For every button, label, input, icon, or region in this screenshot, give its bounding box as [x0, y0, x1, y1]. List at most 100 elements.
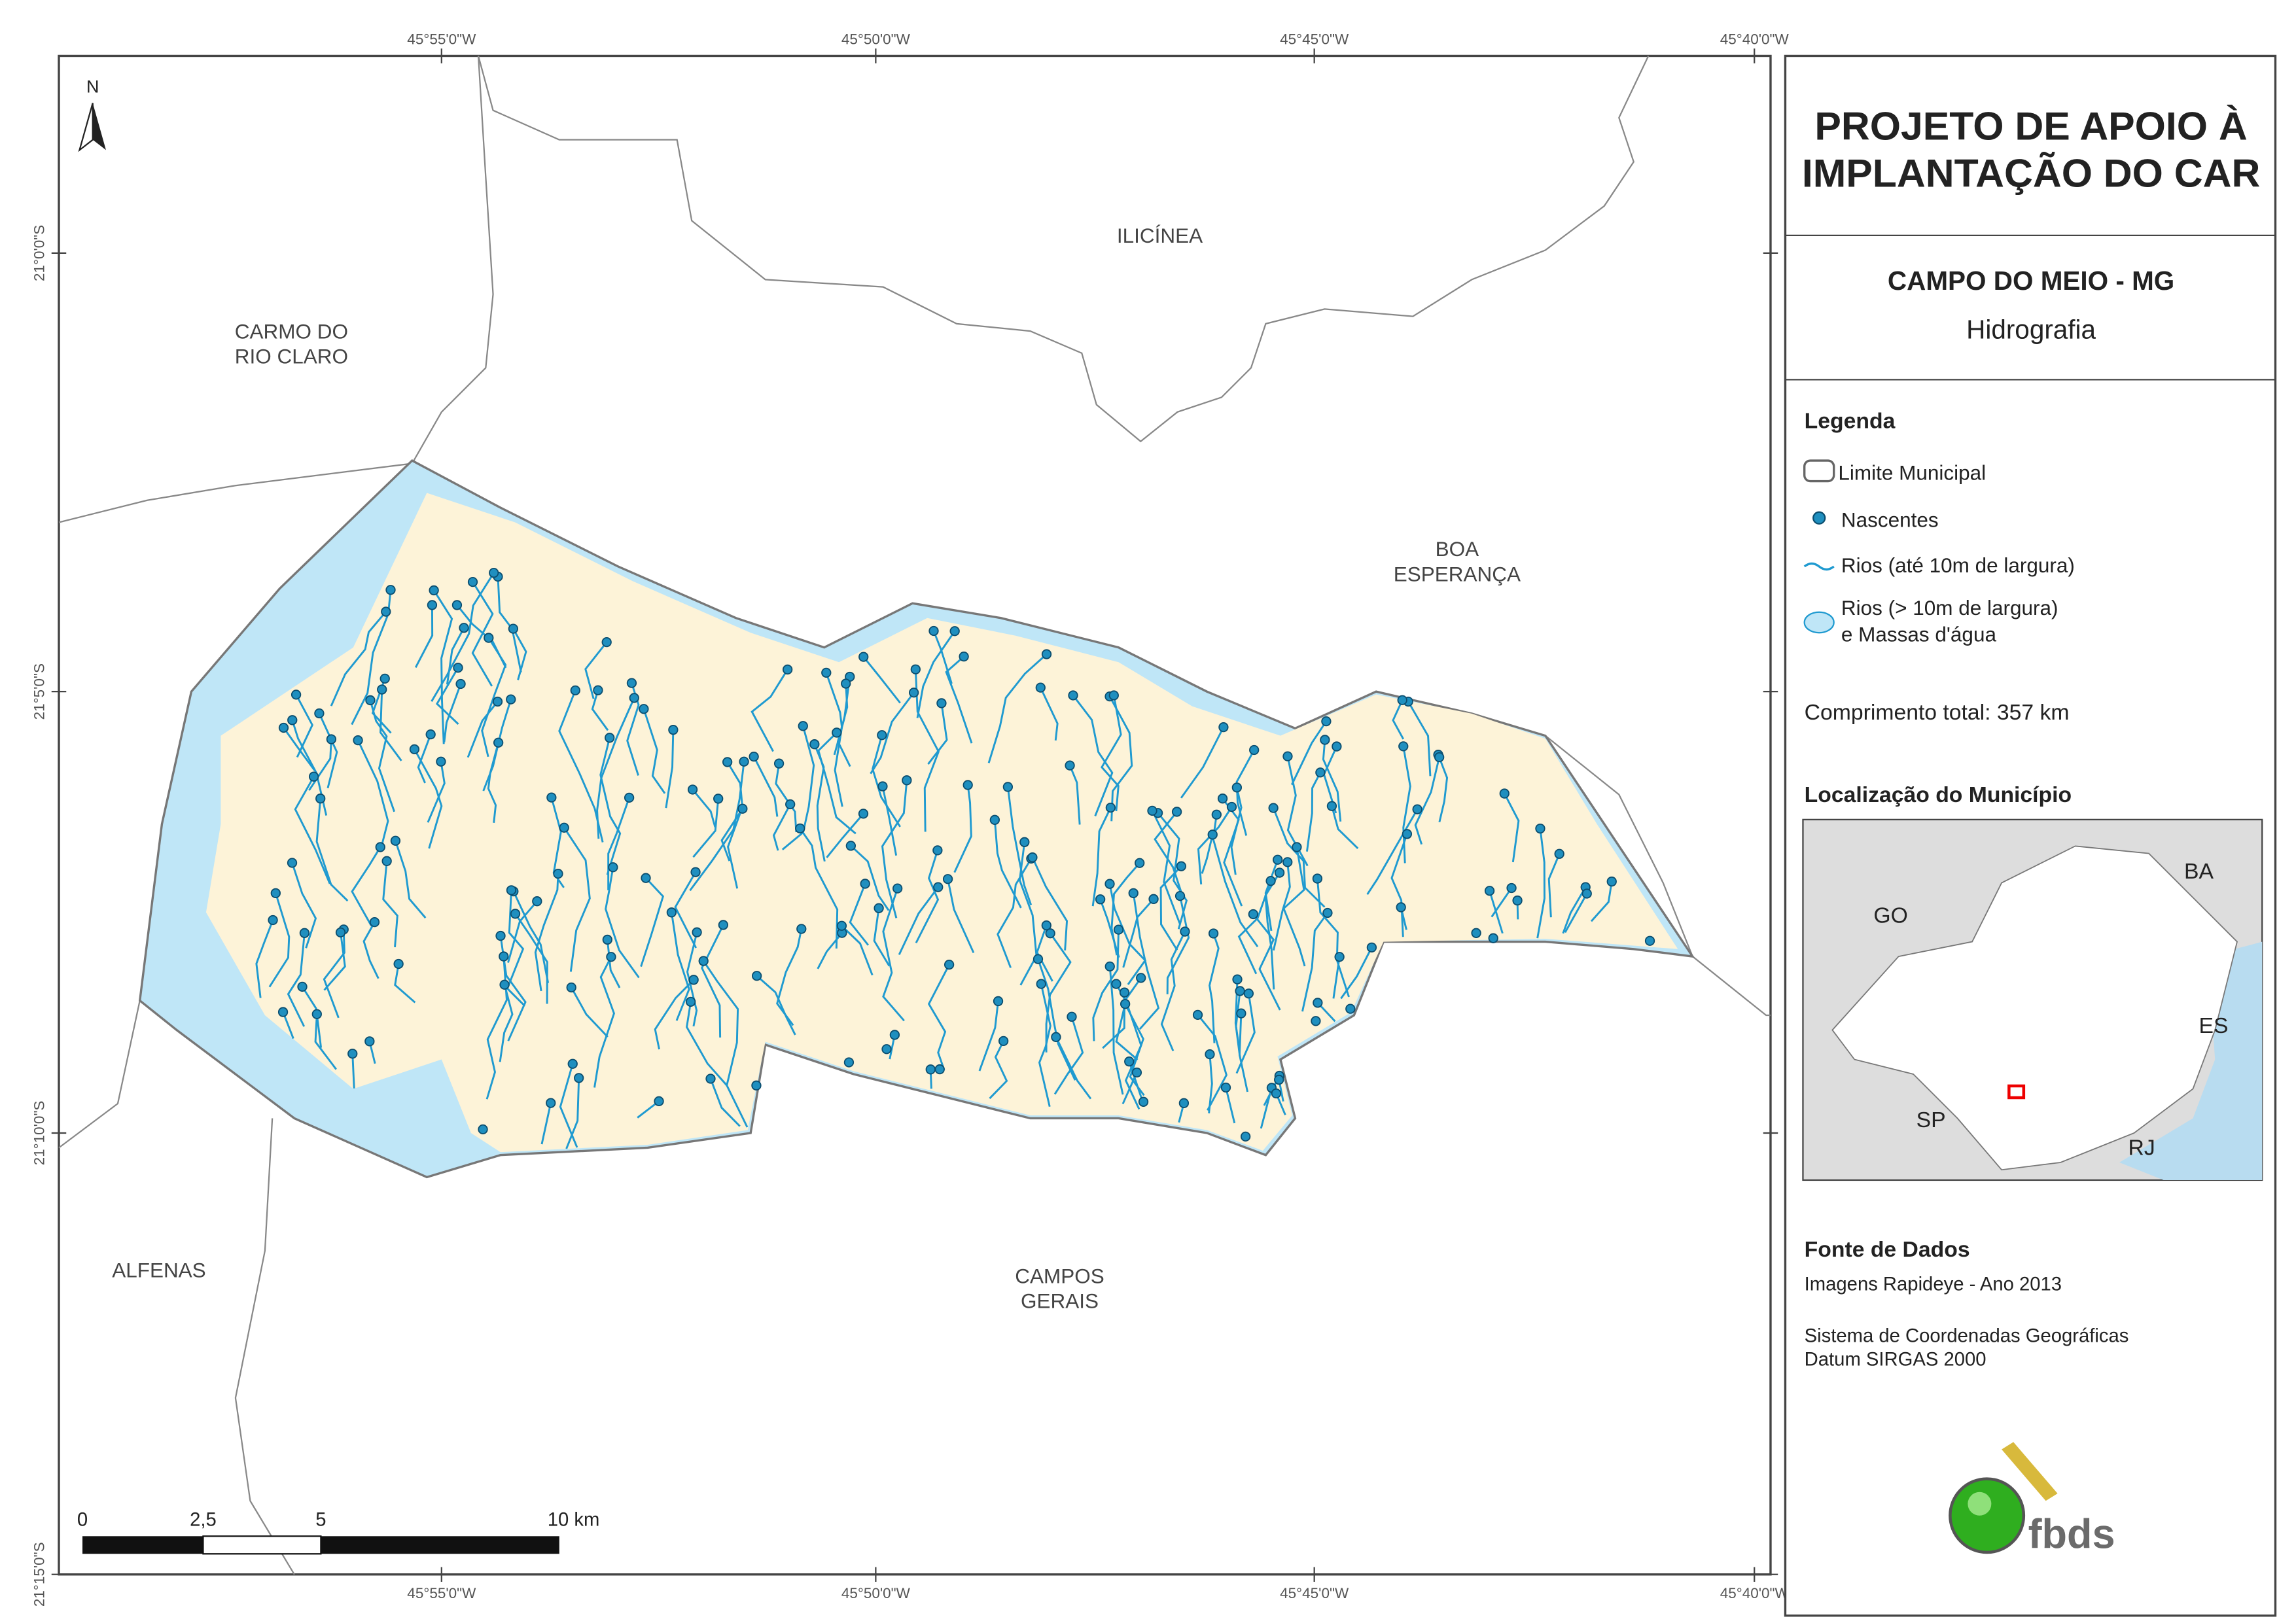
- spring: [1248, 909, 1258, 920]
- logo-shape: [1968, 1492, 1992, 1516]
- spring: [1488, 933, 1498, 943]
- spring: [532, 896, 542, 907]
- spring: [287, 858, 298, 868]
- spring: [843, 1057, 855, 1068]
- river: [1122, 898, 1155, 968]
- river: [870, 691, 915, 775]
- spring: [1035, 682, 1046, 693]
- coordinates: 45°55'0"W 45°50'0"W 45°45'0"W 45°40'0"W 45°5…: [31, 31, 1790, 1607]
- river: [591, 689, 609, 731]
- river: [1402, 746, 1411, 864]
- spring: [453, 663, 463, 673]
- spring: [1315, 767, 1326, 778]
- spring: [1321, 716, 1332, 727]
- river: [607, 797, 630, 890]
- river: [686, 1002, 749, 1128]
- spring: [1311, 1016, 1321, 1026]
- location-marker: [2007, 1084, 2026, 1100]
- spring: [782, 664, 793, 675]
- river: [978, 1001, 999, 1072]
- river: [1039, 687, 1059, 741]
- legend-title: Legenda: [1805, 409, 1896, 434]
- river: [351, 589, 392, 725]
- river: [898, 886, 939, 955]
- river: [1108, 883, 1147, 985]
- spring: [1033, 954, 1044, 964]
- spring: [506, 885, 517, 896]
- spring: [1180, 926, 1190, 937]
- spring: [892, 883, 903, 894]
- river: [927, 703, 948, 765]
- spring: [936, 698, 947, 708]
- theme: Hidrografia: [1966, 314, 2096, 344]
- spring: [1147, 805, 1157, 816]
- spring: [1205, 1049, 1215, 1060]
- spring: [889, 1030, 900, 1040]
- scale-segment: [321, 1536, 559, 1554]
- river: [268, 892, 291, 988]
- spring: [1051, 1032, 1061, 1042]
- coordinate-label: 45°50'0"W: [841, 1585, 911, 1601]
- spring: [998, 1036, 1009, 1047]
- state-label: RJ: [2128, 1136, 2155, 1161]
- river: [497, 576, 522, 673]
- river: [1151, 810, 1181, 924]
- spring: [718, 920, 728, 930]
- river: [813, 744, 826, 862]
- river: [881, 786, 898, 856]
- scale-label: 0: [77, 1510, 88, 1531]
- legend-swatch: [1803, 459, 1835, 483]
- river: [1037, 958, 1076, 1081]
- river: [862, 656, 901, 704]
- place-label: ALFENAS: [112, 1258, 205, 1282]
- spring: [499, 951, 509, 962]
- spring: [1644, 935, 1655, 946]
- spring: [639, 704, 649, 714]
- river: [357, 740, 389, 847]
- spring: [385, 585, 396, 595]
- boundary: [58, 1000, 141, 1149]
- river: [382, 861, 398, 948]
- river: [1055, 1036, 1092, 1100]
- source-line: Sistema de Coordenadas Geográficas: [1805, 1325, 2129, 1346]
- spring: [369, 917, 380, 928]
- spring: [425, 729, 436, 740]
- spring: [546, 792, 557, 803]
- spring: [1104, 961, 1115, 972]
- river: [570, 986, 609, 1038]
- coordinate-label: 21°15'0"S: [31, 1542, 48, 1607]
- river: [1238, 1013, 1248, 1092]
- spring: [365, 695, 376, 706]
- river: [1366, 809, 1419, 895]
- scale-label: 2,5: [190, 1510, 217, 1531]
- location-title: Localização do Município: [1805, 782, 2072, 807]
- place-label: BOA ESPERANÇA: [1394, 537, 1521, 585]
- legend-item: Limite Municipal: [1838, 461, 1986, 484]
- river: [565, 1077, 580, 1149]
- total-length: Comprimento total: 357 km: [1805, 700, 2070, 725]
- spring: [1231, 782, 1243, 793]
- river: [775, 763, 798, 833]
- river: [1099, 899, 1120, 958]
- spring: [845, 841, 857, 851]
- spring: [510, 909, 521, 919]
- spring: [858, 652, 869, 662]
- spring: [928, 625, 939, 637]
- spring: [467, 576, 478, 587]
- river: [417, 734, 432, 784]
- river: [701, 924, 724, 1038]
- scale-segment: [82, 1536, 203, 1554]
- spring: [944, 960, 955, 970]
- spring: [687, 784, 698, 795]
- spring: [1104, 879, 1115, 889]
- river: [499, 984, 514, 1062]
- spring: [451, 600, 463, 610]
- spring: [795, 823, 805, 834]
- river: [255, 919, 274, 998]
- spring: [1282, 751, 1293, 761]
- river: [817, 731, 857, 835]
- spring: [1366, 942, 1377, 952]
- spring: [1397, 695, 1407, 705]
- spring: [1220, 1082, 1231, 1093]
- spring: [1312, 873, 1323, 884]
